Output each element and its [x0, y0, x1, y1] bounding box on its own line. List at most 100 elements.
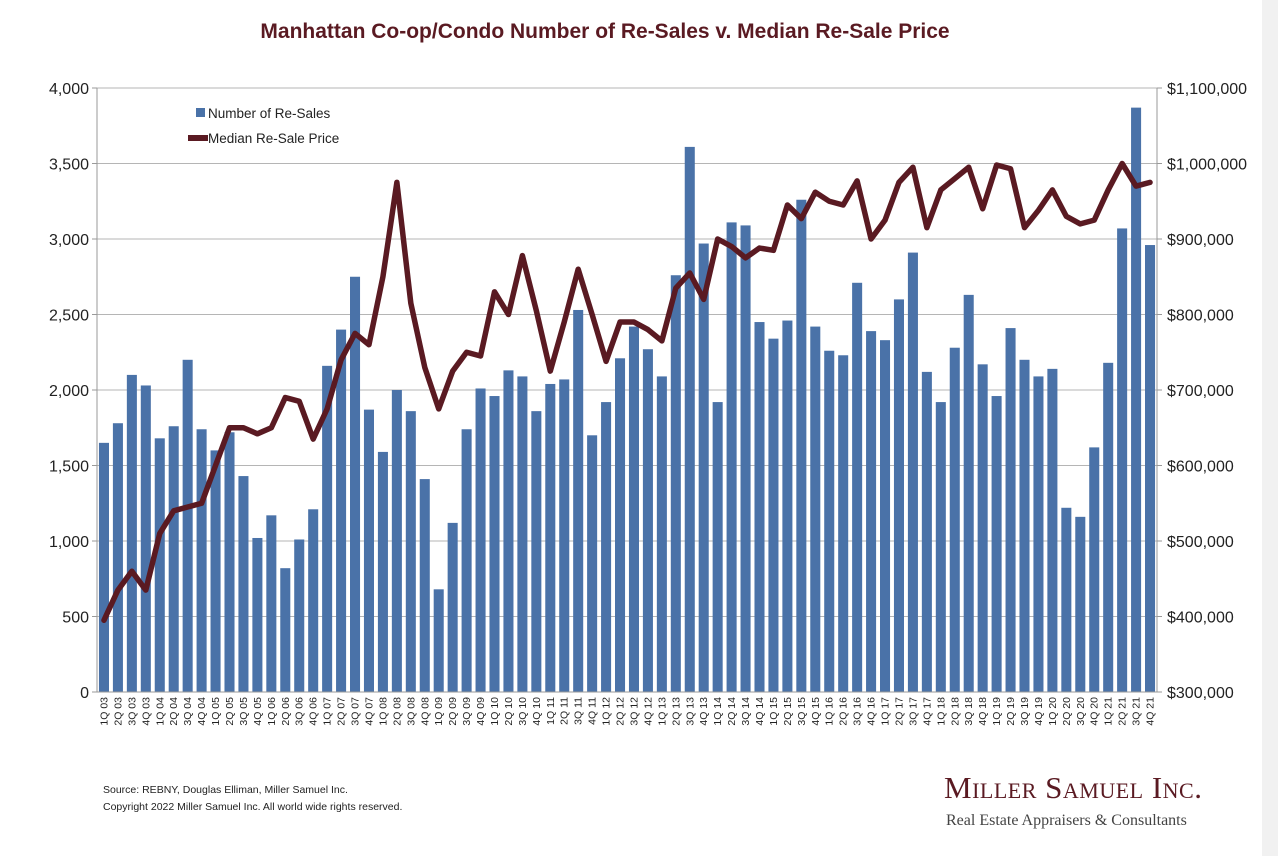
x-tick-label: 3Q 17 [907, 697, 919, 726]
bar [573, 309, 584, 692]
bar [98, 442, 109, 692]
x-tick-label: 4Q 18 [977, 697, 989, 726]
bar [1005, 328, 1016, 692]
bar [921, 371, 932, 692]
bar [336, 329, 347, 692]
x-tick-label: 1Q 15 [768, 697, 780, 726]
bar [1047, 368, 1058, 692]
bar [1131, 107, 1142, 692]
brand-logo-name: Miller Samuel Inc. [944, 770, 1203, 805]
bar [531, 411, 542, 692]
x-tick-label: 1Q 19 [991, 697, 1003, 726]
x-tick-label: 3Q 04 [182, 697, 194, 726]
bar [642, 349, 653, 692]
x-tick-label: 4Q 14 [754, 697, 766, 726]
right-tick-label: $300,000 [1167, 685, 1234, 702]
left-tick-label: 500 [62, 610, 89, 627]
bar [252, 537, 263, 692]
bar [754, 322, 765, 692]
x-tick-label: 2Q 14 [726, 697, 738, 726]
x-tick-label: 4Q 15 [810, 697, 822, 726]
x-tick-label: 1Q 21 [1103, 697, 1115, 726]
x-tick-label: 3Q 08 [405, 697, 417, 726]
right-tick-label: $500,000 [1167, 534, 1234, 551]
x-tick-label: 1Q 05 [210, 697, 222, 726]
x-tick-label: 2Q 08 [391, 697, 403, 726]
line-series [101, 160, 1153, 624]
x-tick-label: 4Q 08 [419, 697, 431, 726]
bar [266, 515, 277, 692]
left-axis-ticks: 0 500 1,000 1,500 2,000 2,500 3,000 3,500 4,000 [49, 81, 89, 702]
x-tick-label: 3Q 21 [1131, 697, 1143, 726]
x-tick-label: 1Q 20 [1047, 697, 1059, 726]
x-tick-label: 4Q 19 [1033, 697, 1045, 726]
bar [991, 396, 1002, 692]
x-tick-label: 4Q 04 [196, 697, 208, 726]
x-tick-label: 4Q 10 [531, 697, 543, 726]
bar [726, 222, 737, 692]
x-tick-label: 1Q 03 [98, 697, 110, 726]
left-tick-label: 4,000 [49, 81, 89, 98]
x-tick-label: 3Q 18 [963, 697, 975, 726]
bar [126, 374, 137, 692]
x-tick-label: 4Q 05 [252, 697, 264, 726]
bar [810, 326, 821, 692]
right-tick-label: $600,000 [1167, 459, 1234, 476]
x-tick-label: 2Q 11 [559, 697, 571, 725]
x-tick-label: 4Q 17 [921, 697, 933, 726]
x-tick-label: 2Q 03 [112, 697, 124, 726]
x-tick-label: 2Q 13 [670, 697, 682, 726]
x-tick-label: 1Q 16 [824, 697, 836, 726]
bar [196, 429, 207, 692]
x-tick-label: 3Q 07 [350, 697, 362, 726]
bar [405, 411, 416, 692]
bar [684, 146, 695, 692]
x-axis-ticks: 1Q 03 2Q 03 3Q 03 4Q 03 1Q 04 2Q 04 3Q 04 4Q 04… [98, 697, 1156, 726]
legend-label-price: Median Re-Sale Price [208, 131, 339, 146]
x-tick-label: 1Q 08 [377, 697, 389, 726]
x-tick-label: 1Q 11 [545, 697, 557, 725]
x-tick-label: 3Q 05 [238, 697, 250, 726]
x-tick-label: 1Q 13 [656, 697, 668, 726]
bar [363, 409, 374, 692]
x-tick-label: 3Q 12 [628, 697, 640, 726]
bar [545, 383, 556, 692]
brand-tagline: Real Estate Appraisers & Consultants [946, 812, 1187, 829]
bar [447, 522, 458, 692]
x-tick-label: 1Q 07 [322, 697, 334, 726]
bar [391, 390, 402, 692]
bar [712, 402, 723, 692]
source-note: Source: REBNY, Douglas Elliman, Miller S… [103, 784, 348, 796]
bar [1061, 507, 1072, 692]
bar [838, 355, 849, 692]
x-tick-label: 4Q 07 [363, 697, 375, 726]
bar [294, 539, 305, 692]
x-tick-label: 2Q 07 [336, 697, 348, 726]
bar [977, 364, 988, 692]
x-tick-label: 2Q 05 [224, 697, 236, 726]
bar [796, 199, 807, 693]
bar [866, 331, 877, 692]
bar [112, 423, 123, 692]
bar [852, 282, 863, 692]
right-axis-ticks: $300,000 $400,000 $500,000 $600,000 $700,000… [1167, 81, 1247, 702]
bar [1089, 447, 1100, 692]
bar [1075, 516, 1086, 692]
x-tick-label: 3Q 10 [517, 697, 529, 726]
x-tick-label: 2Q 10 [503, 697, 515, 726]
bars-series [98, 107, 1156, 693]
x-tick-label: 1Q 12 [601, 697, 613, 726]
bar [280, 568, 291, 692]
x-tick-label: 4Q 13 [698, 697, 710, 726]
right-tick-label: $900,000 [1167, 232, 1234, 249]
x-tick-label: 4Q 09 [475, 697, 487, 726]
bar [489, 396, 500, 692]
x-tick-label: 3Q 16 [852, 697, 864, 726]
left-tick-label: 3,000 [49, 232, 89, 249]
chart-title: Manhattan Co-op/Condo Number of Re-Sales… [260, 20, 949, 43]
x-tick-label: 2Q 18 [949, 697, 961, 726]
bar [322, 365, 333, 692]
x-tick-label: 1Q 17 [880, 697, 892, 726]
x-tick-label: 2Q 15 [782, 697, 794, 726]
x-tick-label: 1Q 14 [712, 697, 724, 726]
